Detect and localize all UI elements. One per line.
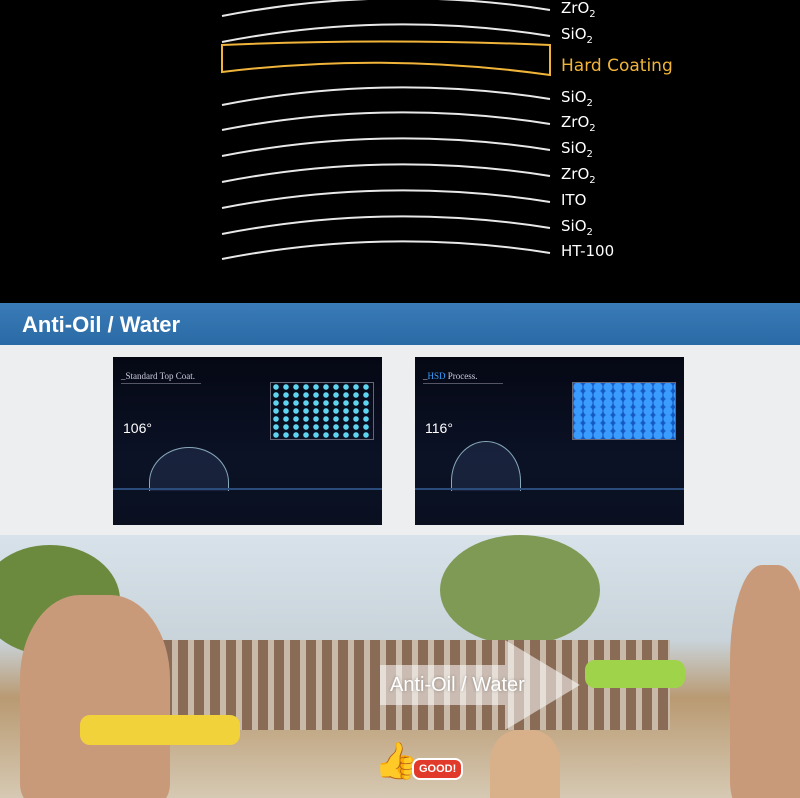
arrow-icon (380, 640, 580, 730)
droplet-grid-dense (572, 382, 676, 440)
caption-suffix: Process. (445, 371, 478, 381)
tree (440, 535, 600, 645)
layer-curve (221, 0, 551, 17)
layer-label: SiO2 (561, 88, 593, 109)
contact-angle: 116° (425, 420, 453, 436)
layer-curve (221, 215, 551, 235)
layer-curve (221, 111, 551, 131)
layer-name: Hard Coating (561, 56, 673, 76)
layer-curve (221, 163, 551, 183)
layer-curve (221, 189, 551, 209)
layer-label: Hard Coating (561, 56, 673, 76)
panel-caption: _HSD Process. (423, 371, 503, 384)
section-header: Anti-Oil / Water (0, 303, 800, 345)
layer-subscript: 2 (586, 227, 593, 238)
coating-layers-diagram: ZrO2 SiO2 Hard Coating SiO2 ZrO2 SiO2 ZrO2 ITO S… (0, 0, 800, 303)
layer-name: ZrO (561, 0, 590, 17)
photo-slogan: Anti-Oil / Water (390, 674, 525, 696)
layer-curve (221, 86, 551, 106)
layer-name: SiO (561, 139, 587, 157)
layer-label: ZrO2 (561, 0, 596, 20)
layer-name: ITO (561, 191, 587, 209)
water-gun-left (80, 715, 240, 745)
layer-label: ZrO2 (561, 113, 596, 134)
layer-label: SiO2 (561, 217, 593, 238)
layer-label: HT-100 (561, 242, 614, 260)
water-droplet (149, 447, 229, 491)
layer-curve (221, 23, 551, 43)
hsd-process-panel: _HSD Process. 116° (415, 357, 684, 525)
girl-right (730, 565, 800, 798)
thumbs-up-icon: 👍 (374, 740, 419, 781)
layer-subscript: 2 (586, 35, 593, 46)
layer-name: ZrO (561, 165, 590, 183)
contact-angle: 106° (123, 420, 152, 436)
girl-left (20, 595, 170, 798)
surface-line (415, 488, 684, 490)
layer-curve (221, 240, 551, 260)
layer-curve (221, 137, 551, 157)
layer-subscript: 2 (589, 175, 596, 186)
layer-subscript: 2 (586, 149, 593, 160)
layer-curves (221, 0, 551, 260)
comparison-section: _Standard Top Coat. 106° _HSD Process. 1… (0, 345, 800, 535)
layer-name: ZrO (561, 113, 590, 131)
panel-caption: _Standard Top Coat. (121, 371, 201, 384)
layer-curve (221, 40, 551, 77)
good-label: GOOD! (412, 758, 464, 780)
layer-name: HT-100 (561, 242, 615, 260)
layer-name: SiO (561, 25, 587, 43)
water-gun-right (585, 660, 685, 688)
standard-top-coat-panel: _Standard Top Coat. 106° (113, 357, 382, 525)
caption-highlight: HSD (427, 371, 446, 381)
layer-subscript: 2 (586, 98, 593, 109)
child-center (490, 730, 560, 798)
layer-subscript: 2 (589, 9, 596, 20)
caption-prefix: _ (423, 371, 428, 381)
droplet-grid-sparse (270, 382, 374, 440)
layer-name: SiO (561, 217, 587, 235)
layer-label: ITO (561, 191, 586, 209)
layer-label: ZrO2 (561, 165, 596, 186)
good-badge: 👍 GOOD! (372, 728, 467, 798)
layer-subscript: 2 (589, 123, 596, 134)
layer-name: SiO (561, 88, 587, 106)
water-droplet (451, 441, 521, 491)
kids-water-play-photo: Anti-Oil / Water 👍 GOOD! (0, 535, 800, 798)
surface-line (113, 488, 382, 490)
layer-label: SiO2 (561, 25, 593, 46)
layer-label: SiO2 (561, 139, 593, 160)
section-title: Anti-Oil / Water (22, 312, 181, 337)
